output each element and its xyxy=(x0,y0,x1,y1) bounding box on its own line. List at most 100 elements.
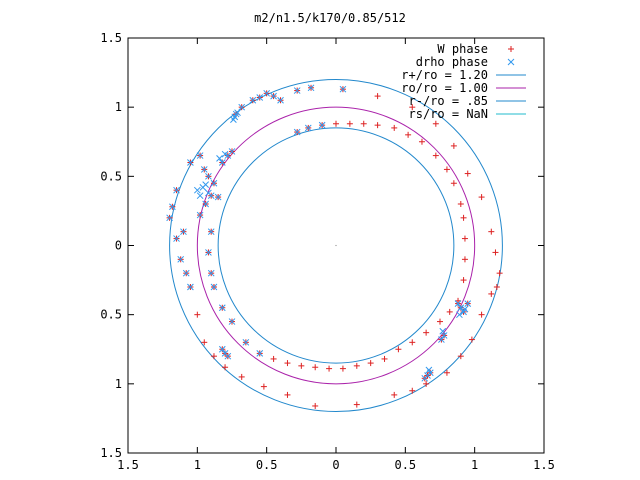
x-tick-label: 0.5 xyxy=(394,458,416,472)
w-phase-point xyxy=(391,391,398,398)
drho-phase-point xyxy=(224,352,232,360)
legend-label: ro/ro = 1.00 xyxy=(401,81,488,95)
drho-phase-point xyxy=(249,96,257,104)
w-phase-point xyxy=(374,122,381,129)
drho-phase-point xyxy=(256,94,264,101)
legend-marker xyxy=(508,46,514,52)
drho-phase-point xyxy=(256,350,264,357)
chart-title: m2/n1.5/k170/0.85/512 xyxy=(254,11,406,25)
drho-phase-point xyxy=(339,85,347,93)
w-phase-point xyxy=(298,362,305,369)
drho-phase-point xyxy=(216,154,223,162)
reference-circles xyxy=(169,79,503,412)
y-tick-label: 0.5 xyxy=(100,169,122,183)
center-dot xyxy=(335,244,337,247)
w-phase-point xyxy=(339,365,346,372)
drho-phase-point xyxy=(202,181,210,188)
drho-phase-point xyxy=(238,103,246,111)
drho-phase-point xyxy=(166,214,173,222)
w-phase-point xyxy=(488,228,495,235)
w-phase-point xyxy=(395,346,402,353)
legend-label: W phase xyxy=(437,42,488,56)
w-phase-point xyxy=(423,329,430,336)
drho-phase-point xyxy=(173,235,180,242)
drho-phase-point xyxy=(230,116,237,123)
drho-phase-point xyxy=(439,327,447,335)
legend-label: r-/ro = .85 xyxy=(409,94,488,108)
drho-phase-point xyxy=(438,336,445,343)
drho-phase-point xyxy=(200,166,208,173)
w-phase-point xyxy=(312,364,319,371)
w-phase-point xyxy=(374,93,381,100)
w-phase-point xyxy=(464,170,471,177)
w-phase-point xyxy=(270,355,277,362)
w-phase-point xyxy=(437,318,443,325)
w-phase-point xyxy=(194,311,201,318)
drho-phase-point xyxy=(169,203,176,211)
drho-phase-point xyxy=(218,304,226,312)
w-phase-point xyxy=(457,201,464,207)
w-phase-point xyxy=(496,270,503,277)
drho-phase-point xyxy=(218,159,226,166)
w-phase-point xyxy=(353,362,360,369)
w-phase-point xyxy=(450,180,457,187)
w-phase-point xyxy=(210,353,217,360)
legend-label: drho phase xyxy=(416,55,488,69)
drho-phase-point xyxy=(270,92,277,100)
w-phase-point xyxy=(432,120,439,127)
drho-phase-point xyxy=(210,283,218,291)
drho-phase-point xyxy=(304,124,312,132)
drho-phase-point xyxy=(456,311,463,319)
w-phase-point xyxy=(409,104,416,111)
w-phase-point xyxy=(418,138,425,145)
w-phase-point xyxy=(460,214,467,221)
drho-phase-point xyxy=(182,269,190,277)
w-phase-point xyxy=(346,120,353,127)
w-phase-point xyxy=(478,311,485,318)
drho-phase-point xyxy=(202,200,210,208)
drho-phase-point xyxy=(234,109,241,117)
reference-circle xyxy=(196,106,476,385)
w-phase-point xyxy=(284,391,291,398)
w-phase-point xyxy=(409,387,416,394)
drho-phase-point xyxy=(196,192,204,200)
w-phase-point xyxy=(492,249,499,256)
x-tick-label: 1 xyxy=(194,458,201,472)
w-phase-point xyxy=(457,353,464,360)
w-phase-point xyxy=(443,369,450,376)
w-phase-point xyxy=(461,256,468,263)
drho-phase-point xyxy=(205,249,212,256)
reference-circle xyxy=(217,127,455,364)
w-phase-point xyxy=(405,131,412,138)
w-phase-point xyxy=(432,152,439,159)
w-phase-point xyxy=(450,142,457,149)
drho-phase-point xyxy=(454,300,462,307)
w-phase-point xyxy=(391,124,398,131)
w-phase-point xyxy=(222,364,229,371)
w-phase-point xyxy=(460,277,467,284)
drho-phase-point xyxy=(307,84,315,92)
drho-phase-point xyxy=(461,305,469,313)
drho-phase-point xyxy=(196,211,204,219)
drho-phase-point xyxy=(457,304,465,312)
drho-phase-point xyxy=(318,121,326,129)
w-phase-point xyxy=(353,401,360,408)
y-tick-label: 0.5 xyxy=(100,308,122,322)
w-phase-point xyxy=(468,336,475,343)
w-phase-point xyxy=(423,380,430,387)
drho-phase-point xyxy=(293,128,301,136)
drho-phase-point xyxy=(180,228,187,236)
x-tick-label: 1 xyxy=(471,458,478,472)
drho-phase-point xyxy=(173,186,180,194)
y-tick-label: 1 xyxy=(115,377,122,391)
w-phase-point xyxy=(312,402,319,409)
w-phase-point xyxy=(284,360,291,367)
drho-phase-point xyxy=(187,159,194,166)
y-tick-label: 1.5 xyxy=(100,446,122,460)
w-phase-point xyxy=(446,308,453,315)
data-points xyxy=(166,84,503,409)
drho-phase-point xyxy=(207,228,215,236)
drho-phase-point xyxy=(425,366,433,374)
